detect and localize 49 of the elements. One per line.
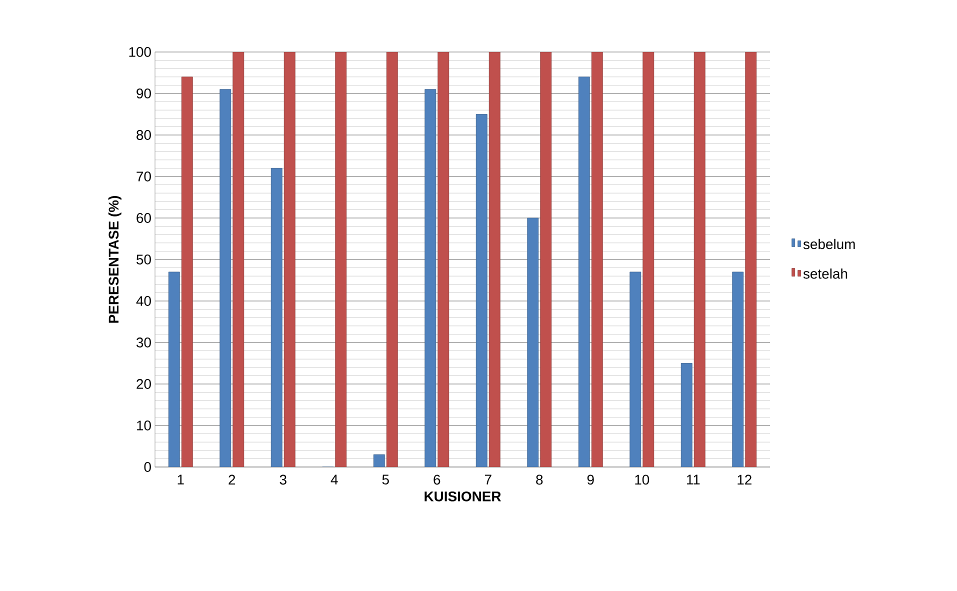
y-tick-label: 40: [136, 296, 151, 306]
x-tick-label: 5: [382, 474, 389, 485]
bar: [424, 89, 436, 467]
x-tick-label: 6: [434, 474, 440, 485]
bar: [591, 52, 603, 467]
x-tick-label: 7: [484, 474, 492, 484]
y-tick-label: 80: [136, 130, 151, 140]
y-tick-label: 10: [137, 420, 151, 430]
bar: [732, 272, 744, 467]
y-tick-label: 100: [129, 47, 151, 57]
y-tick-label: 50: [136, 254, 151, 264]
bar: [181, 76, 193, 467]
bar: [386, 52, 398, 467]
x-tick-label: 12: [738, 474, 752, 485]
bar: [642, 52, 654, 467]
bar: [527, 218, 539, 467]
bar: [476, 114, 488, 467]
bar: [745, 52, 757, 467]
y-tick-label: 90: [136, 88, 151, 98]
x-tick-label: 9: [587, 474, 594, 485]
x-tick-label: 11: [686, 474, 700, 484]
bar: [630, 272, 642, 467]
legend-label: sebelum: [803, 238, 855, 250]
legend-label: setelah: [803, 268, 848, 279]
y-tick-label: 70: [136, 172, 151, 182]
y-tick-label: 20: [136, 379, 151, 389]
y-tick-label: 0: [144, 462, 151, 472]
bar: [270, 168, 282, 467]
bar: [168, 272, 180, 467]
y-tick-label: 30: [136, 338, 151, 348]
bar: [438, 52, 450, 467]
bar: [220, 89, 232, 467]
bar: [335, 52, 347, 467]
y-axis-title: PERESENTASE (%): [108, 196, 122, 323]
bar: [694, 52, 706, 467]
x-tick-label: 1: [178, 474, 184, 484]
bar: [680, 363, 692, 467]
bar: [578, 76, 590, 467]
x-tick-label: 3: [280, 474, 286, 485]
x-tick-label: 4: [330, 474, 338, 484]
y-tick-label: 60: [136, 213, 151, 223]
bar: [284, 52, 296, 467]
x-tick-label: 10: [635, 474, 650, 485]
bar: [488, 52, 500, 467]
x-tick-label: 8: [536, 474, 543, 485]
bar: [232, 52, 244, 467]
bar: [540, 52, 552, 467]
x-axis-title: KUISIONER: [424, 491, 501, 502]
x-tick-label: 2: [228, 474, 236, 485]
